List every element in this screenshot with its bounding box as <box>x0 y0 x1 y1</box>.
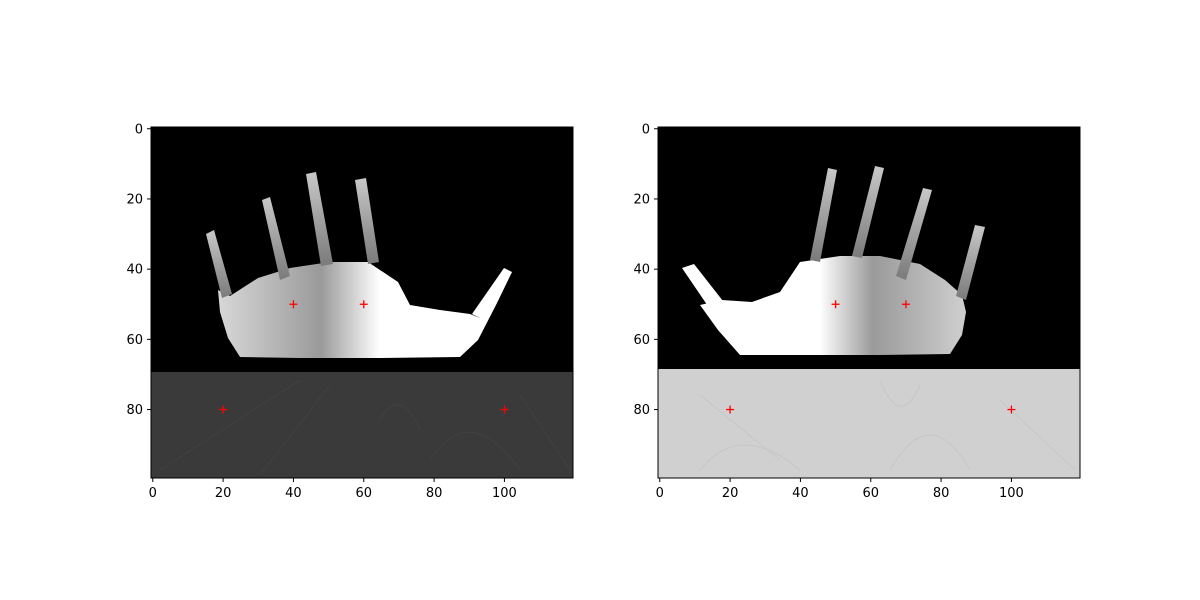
x-tick-label: 0 <box>149 486 157 501</box>
x-tick-label: 20 <box>722 486 739 501</box>
left-panel: 0 20 40 60 80 100 0 20 40 60 80 <box>126 122 574 501</box>
marker-point <box>831 300 840 309</box>
x-tick-label: 80 <box>933 486 950 501</box>
x-tick-label: 80 <box>426 486 443 501</box>
y-tick-label: 80 <box>633 403 650 418</box>
marker-point <box>726 405 735 414</box>
marker-point <box>500 405 509 414</box>
right-finger-1 <box>810 168 837 262</box>
left-finger-4 <box>355 178 379 264</box>
y-tick-label: 60 <box>633 333 650 348</box>
left-lower-texture <box>159 379 571 476</box>
x-tick-label: 40 <box>792 486 809 501</box>
marker-point <box>359 300 368 309</box>
right-finger-3 <box>896 188 932 280</box>
left-hand <box>206 172 512 358</box>
y-tick-label: 60 <box>126 333 143 348</box>
left-markers <box>219 300 509 414</box>
right-hand-palm <box>700 256 966 355</box>
y-tick-label: 40 <box>633 263 650 278</box>
y-tick-label: 20 <box>633 192 650 207</box>
left-axes-frame <box>150 126 574 479</box>
x-tick-label: 0 <box>656 486 664 501</box>
x-tick-label: 100 <box>492 486 517 501</box>
right-hand <box>682 166 985 355</box>
right-ticks: 0 20 40 60 80 100 0 20 40 60 80 <box>633 122 1023 501</box>
x-tick-label: 20 <box>215 486 232 501</box>
right-markers <box>726 300 1016 414</box>
right-lower-texture <box>699 379 1076 471</box>
marker-point <box>289 300 298 309</box>
right-image-bottom <box>658 369 1080 478</box>
y-tick-label: 80 <box>126 403 143 418</box>
marker-point <box>1007 405 1016 414</box>
marker-point <box>901 300 910 309</box>
left-hand-palm <box>218 262 512 358</box>
y-tick-label: 20 <box>126 192 143 207</box>
left-ticks: 0 20 40 60 80 100 0 20 40 60 80 <box>126 122 516 501</box>
x-tick-label: 60 <box>355 486 372 501</box>
y-tick-label: 40 <box>126 263 143 278</box>
marker-point <box>219 405 228 414</box>
right-panel: 0 20 40 60 80 100 0 20 40 60 80 <box>633 122 1081 501</box>
left-finger-1 <box>206 230 232 298</box>
y-tick-label: 0 <box>642 122 650 137</box>
x-tick-label: 100 <box>999 486 1024 501</box>
right-finger-4 <box>956 225 985 300</box>
left-image-bottom <box>151 372 573 478</box>
right-finger-2 <box>852 166 884 258</box>
y-tick-label: 0 <box>135 122 143 137</box>
left-thumb <box>472 268 512 320</box>
left-finger-3 <box>306 172 333 266</box>
x-tick-label: 60 <box>862 486 879 501</box>
left-finger-2 <box>262 197 290 280</box>
x-tick-label: 40 <box>285 486 302 501</box>
right-thumb <box>682 264 730 318</box>
right-axes-frame <box>657 126 1081 479</box>
